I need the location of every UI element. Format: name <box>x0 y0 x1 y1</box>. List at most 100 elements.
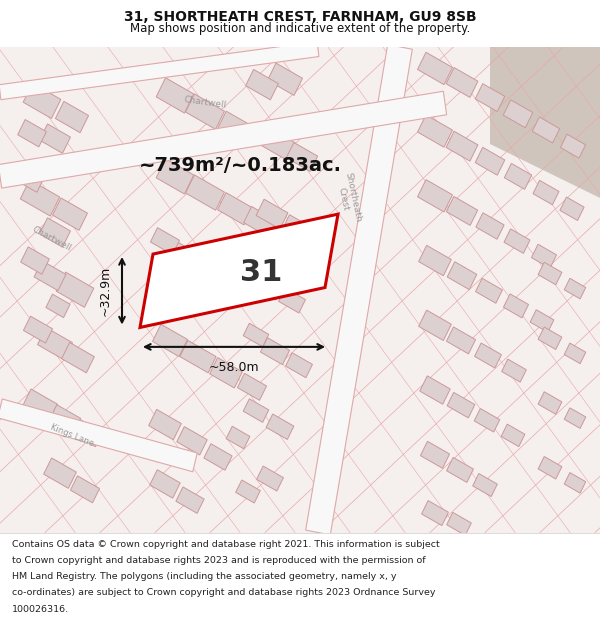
Bar <box>260 338 290 364</box>
Bar <box>420 376 450 404</box>
Bar <box>185 175 224 210</box>
Bar <box>446 458 473 482</box>
Bar <box>538 262 562 285</box>
Bar <box>176 487 204 513</box>
Bar <box>530 310 554 332</box>
Bar <box>505 163 532 189</box>
Bar <box>501 424 525 447</box>
Bar <box>209 357 242 388</box>
Bar <box>62 342 94 373</box>
Bar <box>245 69 278 100</box>
Polygon shape <box>0 91 446 188</box>
Bar <box>421 441 449 468</box>
Bar <box>40 124 70 153</box>
Bar <box>475 148 505 175</box>
Text: 100026316.: 100026316. <box>12 604 69 614</box>
Bar <box>564 408 586 428</box>
Bar <box>34 261 66 291</box>
Bar <box>283 215 311 242</box>
Text: Chartwell: Chartwell <box>183 96 227 111</box>
Bar <box>156 159 194 194</box>
Bar <box>446 327 476 354</box>
Bar <box>446 512 472 536</box>
Text: ~32.9m: ~32.9m <box>99 266 112 316</box>
Bar <box>53 198 88 231</box>
Bar <box>167 241 202 274</box>
Bar <box>152 324 187 357</box>
Bar <box>532 244 557 268</box>
Bar <box>538 327 562 349</box>
Bar <box>266 414 294 439</box>
Bar <box>286 142 317 171</box>
Bar <box>502 359 526 382</box>
Bar <box>253 273 283 300</box>
Bar <box>23 316 53 343</box>
Bar <box>256 199 288 229</box>
Bar <box>180 341 216 372</box>
Bar <box>243 399 269 422</box>
Bar <box>503 100 533 127</box>
Text: to Crown copyright and database rights 2023 and is reproduced with the permissio: to Crown copyright and database rights 2… <box>12 556 425 565</box>
Bar <box>503 294 529 318</box>
Polygon shape <box>0 41 319 100</box>
Bar <box>447 262 477 289</box>
Bar <box>475 343 502 368</box>
Polygon shape <box>0 399 197 472</box>
Bar <box>156 78 194 113</box>
Bar <box>418 52 452 84</box>
Bar <box>204 444 232 470</box>
Bar <box>473 474 497 496</box>
Bar <box>419 310 451 341</box>
Bar <box>564 278 586 299</box>
Bar <box>20 180 60 216</box>
Bar <box>197 257 233 290</box>
Text: Map shows position and indicative extent of the property.: Map shows position and indicative extent… <box>130 22 470 35</box>
Polygon shape <box>140 214 338 328</box>
Bar <box>38 328 73 360</box>
Bar <box>56 272 94 308</box>
Bar <box>44 458 76 488</box>
Bar <box>185 94 224 129</box>
Bar <box>538 456 562 479</box>
Bar <box>49 405 80 434</box>
Bar <box>504 229 530 253</box>
Text: Shortheath
Crest: Shortheath Crest <box>333 171 363 225</box>
Bar <box>446 68 478 98</box>
Text: 31, SHORTHEATH CREST, FARNHAM, GU9 8SB: 31, SHORTHEATH CREST, FARNHAM, GU9 8SB <box>124 10 476 24</box>
Text: ~58.0m: ~58.0m <box>209 361 259 374</box>
Bar <box>476 278 502 303</box>
Bar <box>257 466 283 491</box>
Bar <box>419 246 451 276</box>
Bar <box>418 179 452 212</box>
Bar <box>17 119 46 147</box>
Bar <box>278 288 305 313</box>
Bar <box>226 274 259 305</box>
Bar <box>447 392 475 418</box>
Text: Chartwell: Chartwell <box>31 225 73 253</box>
Bar <box>217 111 253 144</box>
Bar <box>532 117 560 143</box>
Bar <box>268 63 302 96</box>
Bar <box>55 101 89 132</box>
Text: Kings Lane: Kings Lane <box>49 422 95 448</box>
Bar <box>238 373 266 400</box>
Text: Contains OS data © Crown copyright and database right 2021. This information is : Contains OS data © Crown copyright and d… <box>12 540 440 549</box>
Bar <box>286 352 313 377</box>
Text: 31: 31 <box>240 259 282 288</box>
Bar <box>150 470 180 498</box>
Text: co-ordinates) are subject to Crown copyright and database rights 2023 Ordnance S: co-ordinates) are subject to Crown copyr… <box>12 589 436 598</box>
Polygon shape <box>490 47 600 198</box>
Bar <box>177 426 207 455</box>
Bar <box>476 213 504 239</box>
Bar <box>149 409 181 440</box>
Text: ~739m²/~0.183ac.: ~739m²/~0.183ac. <box>139 156 341 175</box>
Bar <box>560 197 584 221</box>
Bar <box>422 501 448 526</box>
Bar <box>474 409 500 432</box>
Bar <box>260 128 295 160</box>
Text: HM Land Registry. The polygons (including the associated geometry, namely x, y: HM Land Registry. The polygons (includin… <box>12 572 397 581</box>
Bar <box>16 165 44 192</box>
Bar <box>23 389 58 421</box>
Bar <box>46 294 70 318</box>
Bar <box>23 83 61 119</box>
